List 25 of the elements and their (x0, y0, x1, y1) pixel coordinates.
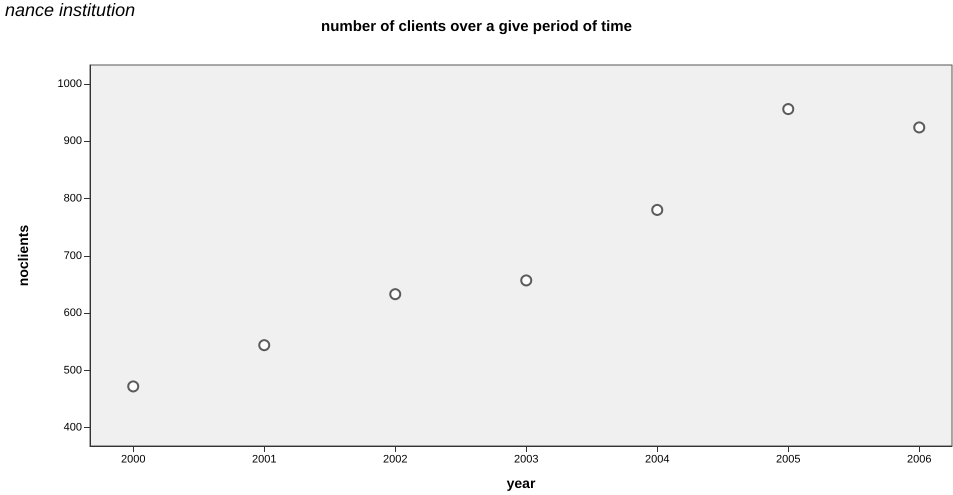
point (520, 274, 532, 286)
point (651, 204, 664, 216)
y-axis-title: noclients (15, 224, 31, 286)
point (127, 380, 140, 392)
x-tick-label: 2006 (907, 454, 932, 466)
y-tick-label: 700 (64, 250, 82, 262)
point (913, 121, 926, 134)
x-tick-label: 2002 (382, 454, 408, 466)
x-tick-label: 2005 (776, 454, 800, 466)
y-tick-label: 400 (64, 422, 82, 434)
chart-title: number of clients over a give period of time (321, 18, 632, 35)
x-axis-title: year (506, 475, 536, 491)
x-tick-label: 2001 (252, 454, 276, 466)
y-tick-label: 600 (64, 307, 82, 320)
point (782, 103, 794, 116)
y-tick-label: 1000 (58, 78, 82, 90)
text: nance institution (5, 0, 136, 20)
x-tick-label: 2003 (514, 454, 538, 466)
y-tick-label: 900 (64, 135, 82, 148)
x-tick-label: 2000 (120, 454, 146, 466)
point (389, 288, 402, 300)
y-tick-label: 500 (64, 364, 82, 376)
y-tick-label: 800 (64, 192, 82, 204)
x-tick-label: 2004 (645, 454, 670, 466)
point (258, 339, 270, 352)
